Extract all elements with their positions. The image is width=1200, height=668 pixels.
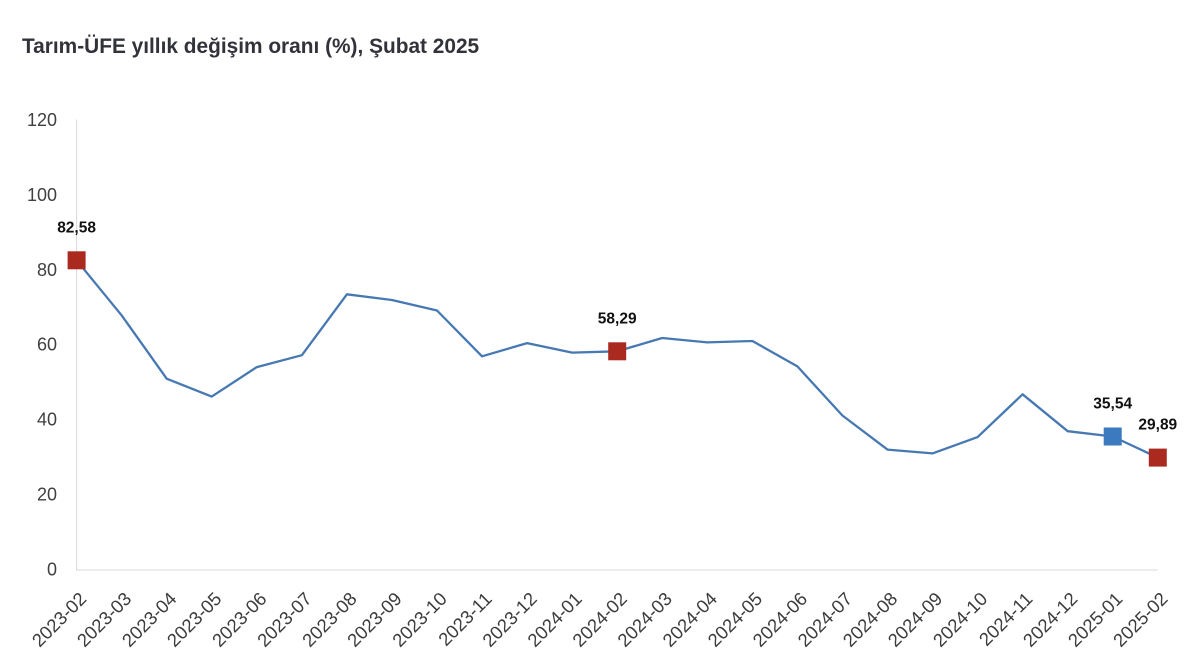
svg-text:35,54: 35,54 [1093,396,1132,413]
svg-text:120: 120 [27,110,57,130]
svg-text:80: 80 [37,260,57,280]
svg-text:82,58: 82,58 [57,219,96,236]
svg-text:20: 20 [37,485,57,505]
svg-text:29,89: 29,89 [1138,417,1177,434]
svg-text:60: 60 [37,335,57,355]
svg-text:0: 0 [47,560,57,580]
svg-text:100: 100 [27,185,57,205]
svg-text:58,29: 58,29 [598,310,637,327]
svg-text:Tarım-ÜFE yıllık değişim oranı: Tarım-ÜFE yıllık değişim oranı (%), Şuba… [22,35,480,58]
svg-text:40: 40 [37,410,57,430]
